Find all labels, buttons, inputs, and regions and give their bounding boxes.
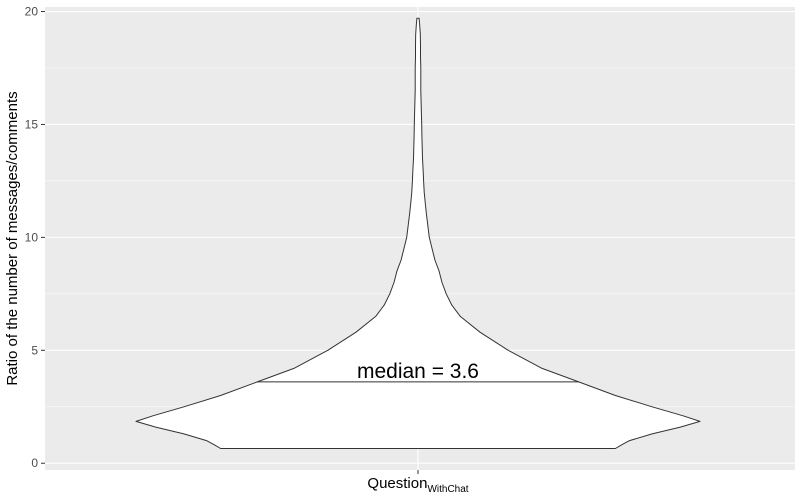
y-tick-label: 15 [25,117,39,131]
x-category-label-main: Question [367,475,427,492]
median-annotation: median = 3.6 [357,360,479,383]
y-tick-label: 20 [25,5,39,19]
x-category-label: QuestionWithChat [367,475,468,495]
axis-layer: 0 5 10 15 20 [25,5,419,474]
y-tick-label: 10 [25,230,39,244]
annotation-layer: median = 3.6 [357,360,479,383]
y-tick-label: 0 [31,456,38,470]
x-category-label-sub: WithChat [427,484,468,495]
y-axis-title: Ratio of the number of messages/comments [4,91,21,385]
y-tick-label: 5 [31,343,38,357]
violin-shape [135,17,701,449]
violin-layer [135,17,701,449]
